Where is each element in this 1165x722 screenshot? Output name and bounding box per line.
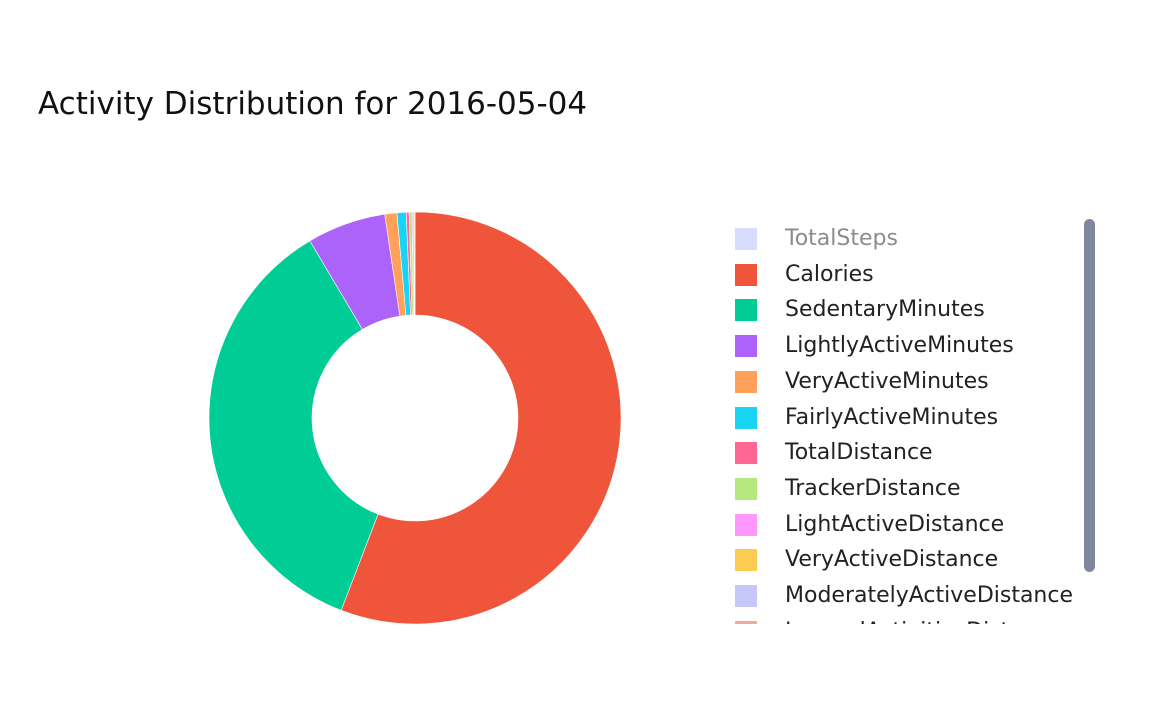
legend-swatch	[735, 406, 757, 429]
legend-label: LightlyActiveMinutes	[785, 333, 1014, 359]
legend-item-totaldistance[interactable]: TotalDistance	[732, 438, 1082, 468]
legend-label: LightActiveDistance	[785, 511, 1005, 537]
legend-label: FairlyActiveMinutes	[785, 404, 999, 430]
legend-swatch	[735, 620, 757, 624]
legend-item-calories[interactable]: Calories	[732, 260, 1082, 290]
legend-swatch	[735, 477, 757, 500]
legend-item-totalsteps[interactable]: TotalSteps	[732, 224, 1082, 254]
legend-item-moderatelyactivedistance[interactable]: ModeratelyActiveDistance	[732, 581, 1082, 611]
legend-label: TotalSteps	[785, 226, 898, 251]
legend-swatch	[735, 335, 757, 358]
legend-label: TotalDistance	[785, 440, 933, 466]
legend-item-trackerdistance[interactable]: TrackerDistance	[732, 474, 1082, 504]
chart-title: Activity Distribution for 2016-05-04	[38, 86, 588, 122]
legend-swatch	[735, 549, 757, 572]
legend-label: VeryActiveDistance	[785, 547, 999, 573]
legend-label: SedentaryMinutes	[785, 297, 985, 323]
legend-item-veryactivedistance[interactable]: VeryActiveDistance	[732, 545, 1082, 575]
legend-scrollbar[interactable]	[1084, 219, 1095, 572]
legend-swatch	[735, 263, 757, 286]
legend-swatch	[735, 442, 757, 465]
legend-item-veryactiveminutes[interactable]: VeryActiveMinutes	[732, 367, 1082, 397]
legend-label: Calories	[785, 261, 874, 287]
legend-item-lightactivedistance[interactable]: LightActiveDistance	[732, 510, 1082, 540]
legend-label: LoggedActivitiesDistance	[785, 619, 1062, 624]
legend-swatch	[735, 513, 757, 536]
legend-item-sedentaryminutes[interactable]: SedentaryMinutes	[732, 295, 1082, 325]
legend-label: ModeratelyActiveDistance	[785, 583, 1074, 608]
legend-item-lightlyactiveminutes[interactable]: LightlyActiveMinutes	[732, 331, 1082, 361]
legend[interactable]: TotalSteps Calories SedentaryMinutes Lightl…	[732, 220, 1082, 624]
legend-label: VeryActiveMinutes	[785, 368, 989, 394]
legend-swatch	[735, 370, 757, 393]
legend-swatch	[735, 299, 757, 322]
slice-sedentaryminutes[interactable]	[208, 240, 379, 611]
donut-slices	[208, 211, 622, 625]
slice-calories[interactable]	[340, 211, 622, 625]
legend-item-loggedactivitiesdistance[interactable]: LoggedActivitiesDistance	[732, 617, 1082, 624]
legend-item-fairlyactiveminutes[interactable]: FairlyActiveMinutes	[732, 403, 1082, 433]
legend-swatch	[735, 585, 757, 607]
legend-label: TrackerDistance	[785, 475, 961, 501]
legend-swatch	[735, 228, 757, 250]
